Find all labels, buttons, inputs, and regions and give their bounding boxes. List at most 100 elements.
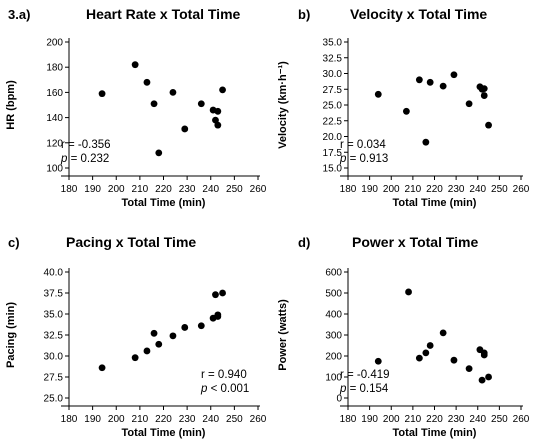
data-point xyxy=(374,90,382,98)
y-tick-label: 0 xyxy=(336,394,342,405)
x-tick-label: 200 xyxy=(383,414,400,425)
stat-p-value: < 0.001 xyxy=(207,383,249,395)
data-point xyxy=(197,100,205,108)
data-point xyxy=(214,121,222,129)
y-axis-label: Velocity (km·h⁻¹) xyxy=(277,61,289,149)
data-point xyxy=(485,121,492,129)
x-tick-label: 260 xyxy=(250,414,267,425)
data-point xyxy=(155,149,163,157)
data-point xyxy=(143,347,151,355)
data-point xyxy=(169,332,177,340)
data-point xyxy=(439,329,447,337)
x-tick-label: 220 xyxy=(426,414,443,425)
data-point xyxy=(197,322,205,330)
y-tick-label: 100 xyxy=(46,164,63,175)
stat-r: r = 0.034 xyxy=(340,139,386,151)
y-tick-label: 37.5 xyxy=(44,289,64,300)
y-tick-label: 35.0 xyxy=(44,310,64,321)
stat-p: p < 0.001 xyxy=(200,383,249,395)
x-tick-label: 250 xyxy=(491,184,508,195)
data-point xyxy=(131,61,139,69)
y-tick-label: 25.0 xyxy=(44,394,64,405)
chart-panel-1: b) Velocity x Total Time 180 190 200 210 220 23… xyxy=(277,6,530,209)
data-point xyxy=(181,324,189,331)
chart-title: Pacing x Total Time xyxy=(66,234,196,250)
data-point xyxy=(439,82,447,90)
chart-panel-3: d) Power x Total Time 180 190 200 210 220 230 24… xyxy=(277,234,530,439)
y-tick-label: 40.0 xyxy=(44,268,64,279)
x-tick-label: 180 xyxy=(340,414,357,425)
x-tick-label: 240 xyxy=(202,184,219,195)
stat-p: p = 0.913 xyxy=(339,153,388,165)
data-point xyxy=(478,376,486,384)
y-tick-label: 32.5 xyxy=(44,331,64,342)
x-tick-label: 200 xyxy=(383,184,400,195)
data-point xyxy=(422,138,430,146)
data-point xyxy=(426,342,434,349)
y-tick-label: 27.5 xyxy=(44,373,64,384)
chart-panel-2: c) Pacing x Total Time 180 190 200 210 220 230 2… xyxy=(5,234,267,439)
data-point xyxy=(415,76,423,84)
data-point xyxy=(485,373,492,381)
x-tick-label: 240 xyxy=(469,184,486,195)
panel-label: 3.a) xyxy=(8,7,30,22)
x-tick-label: 240 xyxy=(469,414,486,425)
chart-title: Power x Total Time xyxy=(352,234,479,250)
x-axis-label: Total Time (min) xyxy=(122,197,206,209)
data-point xyxy=(450,356,458,364)
data-point xyxy=(98,364,106,372)
data-point xyxy=(155,340,163,348)
x-tick-label: 250 xyxy=(491,414,508,425)
data-point xyxy=(212,291,219,299)
y-tick-label: 17.5 xyxy=(323,148,343,159)
x-tick-label: 260 xyxy=(513,184,530,195)
panel-label: b) xyxy=(298,7,310,22)
y-tick-label: 160 xyxy=(46,88,63,99)
data-point xyxy=(422,349,430,357)
y-axis-label: Power (watts) xyxy=(277,299,289,371)
y-tick-label: 200 xyxy=(46,38,63,49)
data-point xyxy=(450,71,458,79)
x-tick-label: 250 xyxy=(226,184,243,195)
data-point xyxy=(374,357,382,365)
data-point xyxy=(169,89,177,96)
x-tick-label: 230 xyxy=(448,414,465,425)
data-point xyxy=(415,354,423,362)
stat-p-value: = 0.232 xyxy=(67,153,109,165)
stat-p: p = 0.154 xyxy=(339,383,389,395)
stat-p-symbol: p xyxy=(339,153,347,165)
y-tick-label: 30.0 xyxy=(323,69,343,80)
y-tick-label: 400 xyxy=(325,310,342,321)
data-point xyxy=(480,85,488,93)
x-tick-label: 260 xyxy=(250,184,267,195)
stat-p-symbol: p xyxy=(60,153,68,165)
y-tick-label: 600 xyxy=(325,268,342,279)
data-point xyxy=(426,78,434,86)
data-point xyxy=(214,313,222,320)
y-axis-label: HR (bpm) xyxy=(5,80,17,130)
stat-p-symbol: p xyxy=(200,383,208,395)
y-tick-label: 30.0 xyxy=(44,352,64,363)
x-tick-label: 190 xyxy=(361,414,378,425)
x-tick-label: 260 xyxy=(513,414,530,425)
x-tick-label: 190 xyxy=(84,184,101,195)
y-tick-label: 300 xyxy=(325,331,342,342)
x-tick-label: 190 xyxy=(84,414,101,425)
x-tick-label: 220 xyxy=(155,184,172,195)
data-point xyxy=(465,100,473,108)
y-tick-label: 32.5 xyxy=(323,53,343,64)
x-tick-label: 180 xyxy=(61,414,78,425)
x-tick-label: 180 xyxy=(340,184,357,195)
y-tick-label: 120 xyxy=(46,138,63,149)
x-tick-label: 210 xyxy=(132,414,149,425)
y-tick-label: 27.5 xyxy=(323,85,343,96)
data-point xyxy=(98,90,106,98)
x-tick-label: 180 xyxy=(61,184,78,195)
x-axis-label: Total Time (min) xyxy=(393,197,477,209)
stat-r: r = 0.940 xyxy=(201,369,247,381)
data-point xyxy=(150,100,158,108)
data-point xyxy=(131,354,139,362)
y-tick-label: 25.0 xyxy=(323,101,343,112)
